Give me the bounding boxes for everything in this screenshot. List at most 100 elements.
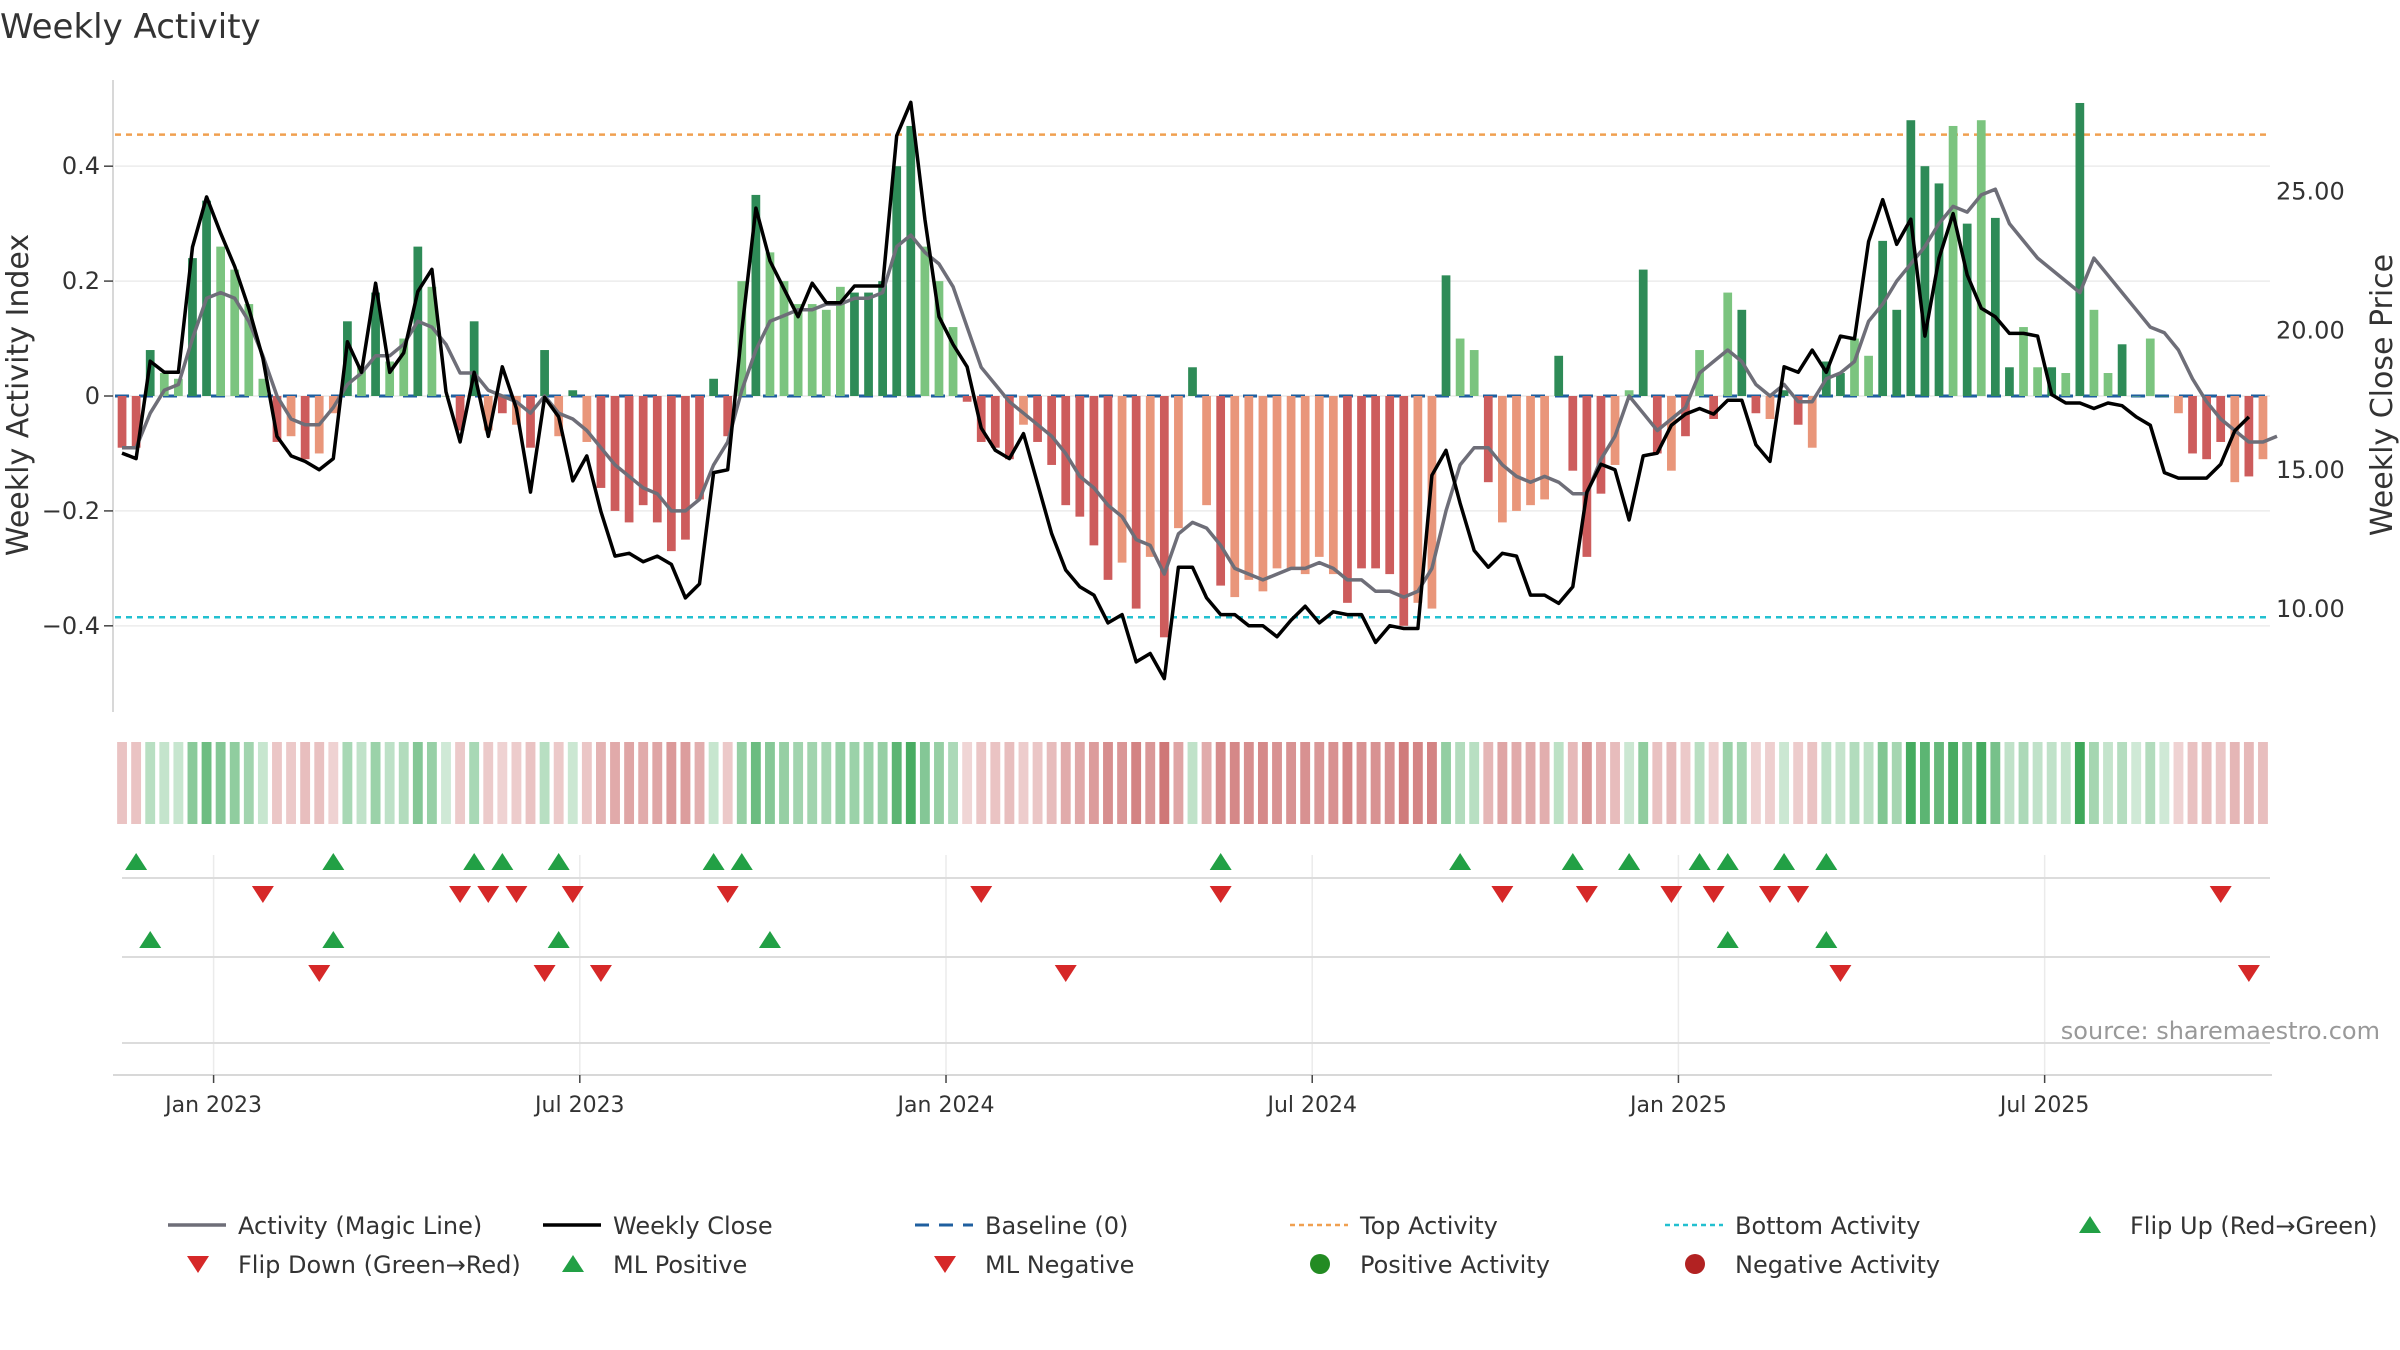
heat-cell bbox=[1004, 742, 1015, 824]
heat-cell bbox=[1412, 742, 1423, 824]
activity-bar bbox=[2103, 373, 2113, 396]
activity-bar bbox=[1850, 338, 1859, 396]
activity-bar bbox=[1512, 396, 1521, 511]
heat-cell bbox=[215, 742, 226, 824]
heat-cell bbox=[638, 742, 649, 824]
activity-bar bbox=[1033, 396, 1042, 442]
heat-cell bbox=[2159, 742, 2170, 824]
activity-bar bbox=[610, 396, 620, 511]
legend-label: ML Positive bbox=[613, 1251, 747, 1279]
heat-cell bbox=[905, 742, 916, 824]
activity-bar bbox=[2145, 338, 2155, 396]
heat-cell bbox=[1680, 742, 1691, 824]
activity-bar bbox=[666, 396, 676, 552]
heat-cell bbox=[1272, 742, 1282, 824]
heat-cell bbox=[976, 742, 987, 824]
activity-bar bbox=[1878, 240, 1888, 396]
legend-label: Positive Activity bbox=[1360, 1251, 1550, 1279]
heat-cell bbox=[1807, 742, 1818, 824]
heat-cell bbox=[849, 742, 860, 824]
heat-cell bbox=[567, 742, 578, 824]
activity-bar bbox=[1779, 390, 1789, 396]
activity-bar bbox=[1864, 355, 1873, 396]
legend-item-negdot: Negative Activity bbox=[1685, 1251, 1940, 1279]
activity-bar bbox=[497, 396, 507, 414]
heat-cell bbox=[1539, 742, 1550, 824]
activity-bar bbox=[1117, 396, 1127, 563]
activity-bar bbox=[1216, 396, 1226, 586]
activity-bar bbox=[568, 390, 578, 396]
y-tick-label-right: 20.00 bbox=[2276, 317, 2345, 345]
flip-down-marker bbox=[561, 886, 584, 903]
activity-bar bbox=[709, 378, 718, 396]
heat-cell bbox=[1060, 742, 1071, 824]
heat-cell bbox=[1990, 742, 2001, 824]
flip-up-marker bbox=[125, 853, 148, 870]
heat-cell bbox=[1117, 742, 1128, 824]
heat-cell bbox=[1046, 742, 1057, 824]
ml-negative-marker bbox=[2237, 965, 2260, 982]
activity-bar bbox=[117, 396, 127, 448]
heat-cell bbox=[1427, 742, 1437, 824]
activity-bar bbox=[1582, 396, 1592, 557]
activity-bar bbox=[2258, 396, 2268, 460]
activity-bar bbox=[2061, 373, 2071, 396]
activity-bar bbox=[1667, 396, 1676, 471]
legend-swatch bbox=[934, 1256, 956, 1273]
heat-cell bbox=[1342, 742, 1353, 824]
activity-bar bbox=[1314, 396, 1324, 557]
flip-up-marker bbox=[1688, 853, 1711, 870]
activity-bar bbox=[2202, 396, 2211, 460]
activity-bar bbox=[2089, 309, 2099, 396]
heat-cell bbox=[1215, 742, 1226, 824]
activity-bar bbox=[2188, 396, 2197, 454]
activity-bar bbox=[131, 396, 141, 448]
activity-bar bbox=[1286, 396, 1296, 569]
heat-cell bbox=[2243, 742, 2254, 824]
activity-bar bbox=[1061, 396, 1071, 506]
activity-bar bbox=[2019, 327, 2028, 396]
heat-cell bbox=[1314, 742, 1325, 824]
heat-cell bbox=[525, 742, 536, 824]
flip-up-marker bbox=[547, 853, 570, 870]
activity-bar bbox=[2033, 367, 2042, 396]
heat-cell bbox=[1328, 742, 1339, 824]
activity-bar bbox=[1765, 396, 1775, 419]
activity-bar bbox=[455, 396, 465, 431]
heat-cell bbox=[1976, 742, 1987, 824]
activity-bar bbox=[2117, 344, 2127, 396]
source-note: source: sharemaestro.com bbox=[2061, 1017, 2380, 1045]
ml-positive-marker bbox=[758, 931, 781, 948]
activity-bar bbox=[2005, 367, 2014, 396]
activity-bar bbox=[1019, 396, 1028, 425]
activity-bar bbox=[1892, 309, 1902, 396]
activity-bar bbox=[1934, 183, 1944, 396]
heat-cell bbox=[1652, 742, 1663, 824]
activity-bar bbox=[1300, 396, 1310, 575]
activity-bar bbox=[1652, 396, 1662, 454]
heat-cell bbox=[1286, 742, 1297, 824]
heat-cell bbox=[1793, 742, 1804, 824]
heat-cell bbox=[1201, 742, 1212, 824]
heat-cell bbox=[441, 742, 451, 824]
heat-cell bbox=[1934, 742, 1944, 824]
heat-cell bbox=[356, 742, 367, 824]
heat-cell bbox=[708, 742, 719, 824]
activity-bar bbox=[1483, 396, 1493, 483]
heat-cell bbox=[2229, 742, 2240, 824]
heat-cell bbox=[553, 742, 564, 824]
heat-cell bbox=[694, 742, 705, 824]
y-tick-label-right: 10.00 bbox=[2276, 595, 2345, 623]
heat-cell bbox=[624, 742, 635, 824]
legend-item-close: Weekly Close bbox=[543, 1212, 773, 1240]
activity-bar bbox=[1610, 396, 1620, 465]
legend-item-flipup: Flip Up (Red→Green) bbox=[2079, 1212, 2378, 1240]
activity-bar bbox=[1624, 390, 1634, 396]
y-tick-label-left: 0.4 bbox=[62, 152, 100, 180]
heat-cell bbox=[469, 742, 480, 824]
heat-cell bbox=[483, 742, 494, 824]
y-axis-left-label: Weekly Activity Index bbox=[1, 234, 36, 556]
heat-cell bbox=[652, 742, 663, 824]
activity-bar bbox=[723, 396, 733, 437]
